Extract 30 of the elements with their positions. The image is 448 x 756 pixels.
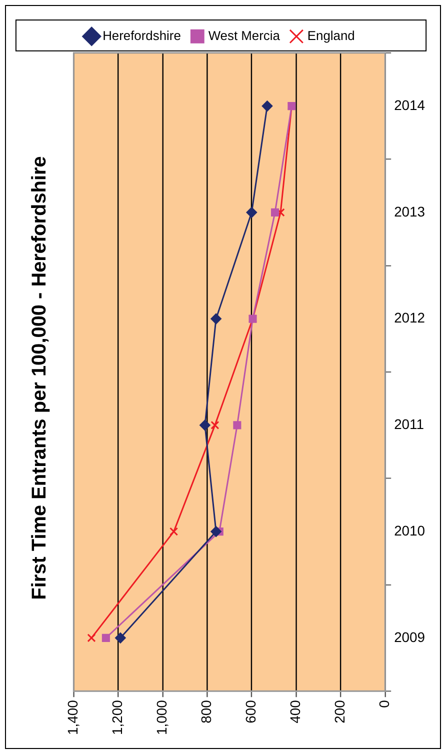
x-tick-label: 600 (242, 700, 258, 724)
legend-label: West Mercia (208, 28, 281, 43)
y-tick-label: 2010 (394, 522, 426, 538)
x-tick-label: 1,000 (154, 700, 170, 736)
legend-label: Herefordshire (102, 28, 181, 43)
text: First Time Entrants per 100,000 - Herefordshire (28, 156, 50, 600)
y-tick-label: 2009 (394, 628, 426, 645)
point (246, 206, 258, 218)
x-tick-label: 0 (376, 700, 392, 708)
point (87, 634, 96, 642)
legend-label: England (307, 28, 355, 43)
x-tick-label: 1,400 (64, 700, 81, 736)
x-tick-label: 800 (198, 700, 214, 724)
y-tick-label: 2013 (394, 203, 426, 220)
point (210, 420, 220, 430)
point (270, 208, 280, 216)
point (170, 527, 178, 536)
x-tick-label: 200 (331, 700, 348, 724)
x-tick-label: 1,200 (109, 700, 126, 736)
point (114, 632, 126, 644)
y-tick-label: 2012 (394, 310, 426, 326)
point (102, 634, 110, 642)
point (210, 313, 222, 324)
point (210, 526, 222, 538)
y-tick-label: 2014 (394, 96, 426, 113)
point (233, 421, 242, 430)
x-tick-label: 400 (286, 700, 303, 724)
point (262, 100, 273, 112)
y-tick-label: 2011 (394, 416, 424, 432)
point (199, 420, 210, 431)
